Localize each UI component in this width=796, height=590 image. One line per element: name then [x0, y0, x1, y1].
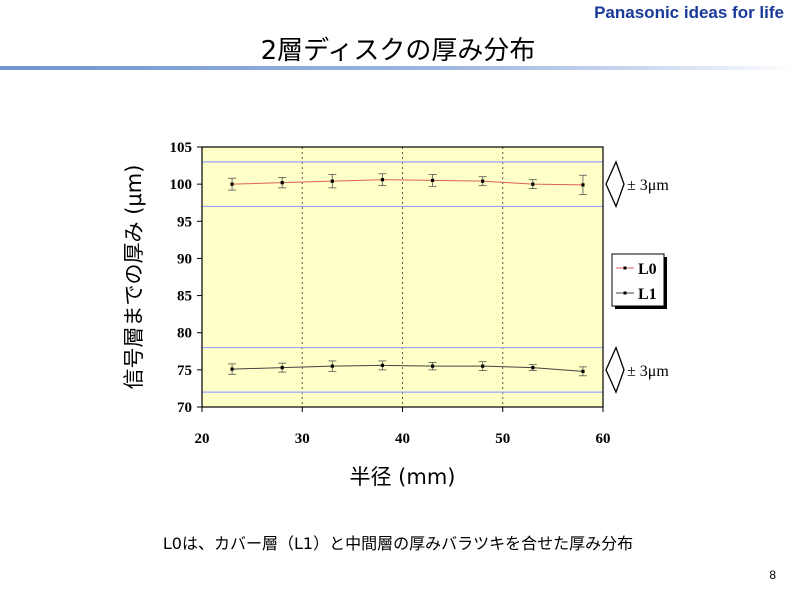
data-point [481, 364, 485, 368]
tolerance-bracket [605, 345, 625, 394]
y-tick-label: 90 [177, 251, 192, 267]
legend-marker [623, 291, 627, 295]
data-point [531, 182, 535, 186]
series-line-l1 [232, 364, 583, 372]
y-tick-label: 75 [177, 363, 192, 379]
tolerance-label: ± 3μm [627, 177, 669, 194]
data-point [330, 364, 334, 368]
data-point [380, 178, 385, 182]
data-point [230, 367, 234, 371]
y-tick-label: 95 [177, 214, 192, 230]
tolerance-bracket [605, 160, 625, 209]
legend-label-l0: L0 [638, 261, 657, 278]
data-point [380, 363, 385, 367]
data-point [280, 181, 284, 185]
y-tick-label: 85 [177, 289, 192, 305]
data-point [280, 366, 284, 370]
data-point [430, 178, 435, 183]
y-tick-label: 100 [170, 177, 193, 193]
data-point [230, 182, 234, 186]
brand-logo: Panasonic ideas for life [594, 3, 784, 22]
x-tick-label: 30 [295, 431, 310, 447]
x-tick-label: 60 [596, 431, 611, 447]
data-point [481, 179, 485, 183]
x-tick-label: 20 [195, 431, 210, 447]
data-point [581, 183, 585, 187]
page-title: 2層ディスクの厚み分布 [260, 36, 536, 66]
x-tick-label: 50 [495, 431, 510, 447]
data-point [330, 179, 334, 183]
data-point [430, 364, 435, 368]
legend-marker [623, 266, 627, 270]
series-line-l0 [232, 179, 583, 186]
y-axis-label: 信号層までの厚み (μm) [122, 165, 146, 390]
title-divider [0, 66, 796, 70]
legend-box [611, 253, 665, 307]
tolerance-label: ± 3μm [627, 363, 669, 380]
y-tick-label: 70 [177, 400, 192, 416]
x-tick-label: 40 [395, 431, 410, 447]
data-point [531, 366, 535, 370]
y-tick-label: 105 [170, 140, 193, 156]
page-number: 8 [769, 568, 776, 582]
data-point [581, 369, 585, 373]
legend-label-l1: L1 [638, 286, 657, 303]
y-tick-label: 80 [177, 326, 192, 342]
x-axis-label: 半径 (mm) [350, 465, 456, 489]
chart-caption: L0は、カバー層（L1）と中間層の厚みバラツキを合せた厚み分布 [162, 534, 634, 553]
